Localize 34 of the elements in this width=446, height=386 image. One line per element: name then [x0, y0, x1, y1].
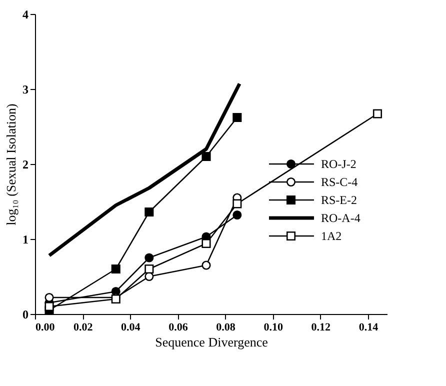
y-tick-label: 2 [22, 158, 28, 172]
point [44, 292, 54, 302]
x-tick-label: 0.00 [36, 322, 56, 334]
line-series [48, 82, 242, 258]
x-tick-label: 0.06 [168, 322, 188, 334]
point [232, 210, 242, 220]
legend-label: RO-J-2 [321, 157, 356, 171]
point [144, 264, 154, 274]
legend-label: RO-A-4 [321, 211, 360, 225]
y-tick-label: 1 [22, 232, 28, 246]
point [202, 260, 211, 270]
y-tick-label: 3 [22, 82, 28, 96]
x-tick-label: 0.04 [121, 322, 141, 334]
y-tick-label: 0 [22, 308, 28, 322]
x-axis-title: Sequence Divergence [155, 334, 268, 350]
point [111, 264, 120, 274]
x-tick-label: 0.10 [264, 322, 284, 334]
y-tick-label: 4 [22, 8, 28, 22]
point [372, 109, 382, 118]
x-tick-label: 0.12 [311, 322, 332, 334]
point [44, 302, 54, 312]
point [202, 238, 211, 248]
x-tick-label: 0.08 [216, 322, 236, 334]
point [232, 112, 242, 122]
point [232, 199, 242, 208]
legend-label: 1A2 [321, 229, 342, 243]
x-tick-label: 0.02 [73, 322, 94, 334]
legend-label: RS-C-4 [321, 175, 358, 189]
y-axis-title: log₁₀ (Sexual Isolation) [4, 104, 18, 226]
legend-label: RS-E-2 [321, 193, 357, 207]
point [202, 152, 211, 162]
point [144, 253, 154, 262]
x-tick-label: 0.14 [358, 322, 379, 334]
point [144, 207, 154, 217]
